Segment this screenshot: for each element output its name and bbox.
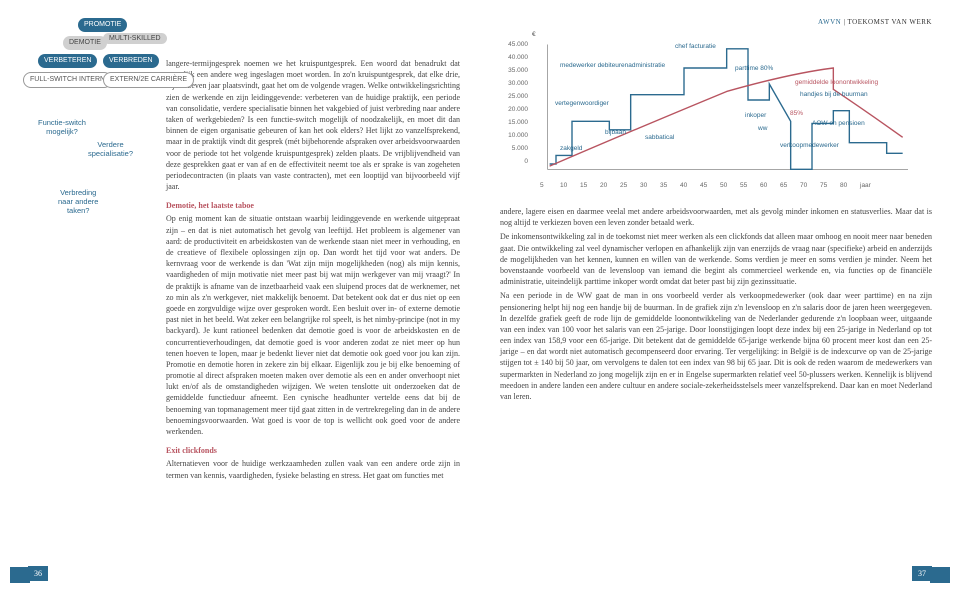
pill-fullswitch: FULL-SWITCH INTERN [23, 72, 112, 88]
lbl-chef: chef facturatie [675, 42, 716, 51]
lbl-zakgeld: zakgeld [560, 144, 582, 153]
right-page: AWVN | TOEKOMST VAN WERK € 45.000 40.000… [480, 0, 960, 591]
chart-svg [500, 36, 932, 196]
r-para1: andere, lagere eisen en daarmee veelal m… [500, 206, 932, 228]
pill-verbreden: VERBREDEN [103, 54, 159, 68]
lbl-vertegenwoordiger: vertegenwoordiger [555, 99, 609, 108]
logo-right [930, 567, 950, 583]
lbl-bijbaan: bijbaan [605, 128, 626, 137]
lbl-gemiddeld: gemiddelde loonontwikkeling [795, 78, 878, 87]
diagram-column: PROMOTIE DEMOTIE MULTI-SKILLED VERBETERE… [28, 18, 148, 484]
heading-exit: Exit clickfonds [166, 445, 460, 456]
lbl-handjes: handjes bij de buurman [800, 90, 868, 99]
lbl-verkoop: verkoopmedewerker [780, 141, 839, 150]
pill-promotie: PROMOTIE [78, 18, 127, 32]
heading-demotie: Demotie, het laatste taboe [166, 200, 460, 211]
pill-demotie: DEMOTIE [63, 36, 107, 50]
para-exit: Alternatieven voor de huidige werkzaamhe… [166, 458, 460, 480]
para-demotie: Op enig moment kan de situatie ontstaan … [166, 213, 460, 437]
page-number-right: 37 [912, 566, 932, 581]
page-number-left: 36 [28, 566, 48, 581]
para-intro: langere-termijngesprek noemen we het kru… [166, 58, 460, 192]
lbl-ww: ww [758, 124, 767, 133]
running-header: AWVN | TOEKOMST VAN WERK [818, 18, 932, 28]
q-verbreding: Verbredingnaar anderetaken? [58, 188, 98, 215]
lbl-medewerker: medewerker debiteurenadministratie [560, 61, 665, 70]
q-specialisatie: Verderespecialisatie? [88, 140, 133, 158]
page-spread: PROMOTIE DEMOTIE MULTI-SKILLED VERBETERE… [0, 0, 960, 591]
lbl-pct: 85% [790, 109, 803, 118]
lbl-parttime: parttime 80% [735, 64, 773, 73]
r-para3: Na een periode in de WW gaat de man in o… [500, 290, 932, 402]
x-axis-label: jaar [860, 181, 871, 190]
right-body: andere, lagere eisen en daarmee veelal m… [500, 206, 932, 402]
pill-verbeteren: VERBETEREN [38, 54, 97, 68]
lbl-aow: AOW en pensioen [812, 119, 865, 128]
lbl-inkoper: inkoper [745, 111, 766, 120]
left-page: PROMOTIE DEMOTIE MULTI-SKILLED VERBETERE… [0, 0, 480, 591]
logo-left [10, 567, 30, 583]
pill-multi: MULTI-SKILLED [103, 33, 167, 44]
lbl-sabbatical: sabbatical [645, 133, 674, 142]
left-body: langere-termijngesprek noemen we het kru… [166, 18, 460, 484]
q-functieswitch: Functie-switchmogelijk? [38, 118, 86, 136]
pill-extern: EXTERN/2E CARRIÈRE [103, 72, 194, 88]
r-para2: De inkomensontwikkeling zal in de toekom… [500, 231, 932, 287]
currency-label: € [532, 30, 536, 39]
income-chart: € 45.000 40.000 35.000 30.000 25.000 20.… [500, 36, 932, 196]
